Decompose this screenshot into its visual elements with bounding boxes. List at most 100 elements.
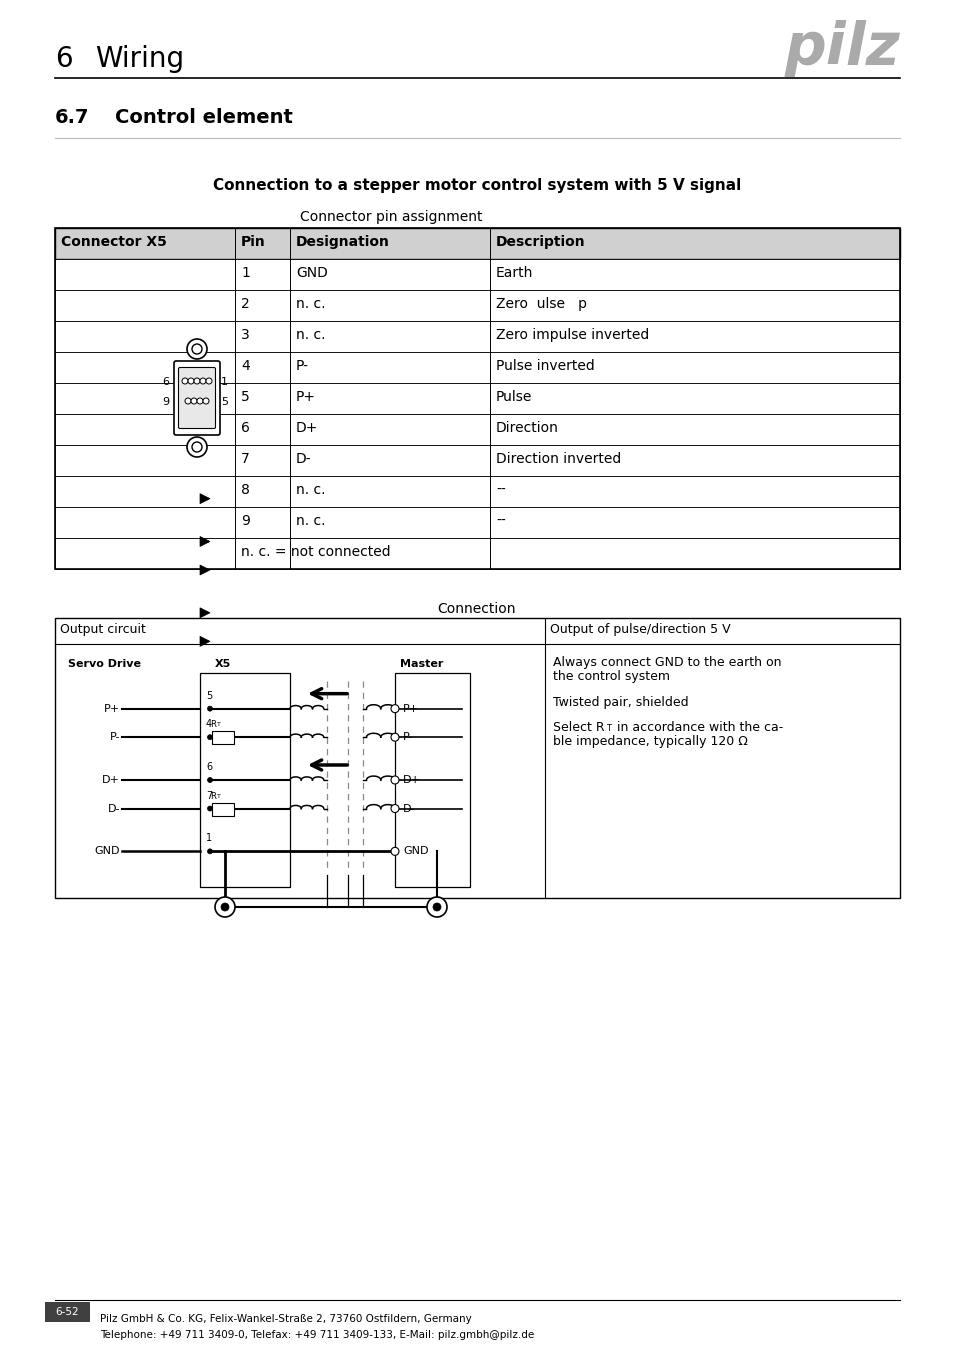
Text: P+: P+ <box>104 703 120 714</box>
Text: D+: D+ <box>295 421 318 435</box>
Text: Direction inverted: Direction inverted <box>496 452 620 466</box>
Text: GND: GND <box>295 266 328 279</box>
Polygon shape <box>200 566 210 575</box>
Bar <box>55 352 899 383</box>
Text: Earth: Earth <box>496 266 533 279</box>
Bar <box>55 228 899 259</box>
Text: 9: 9 <box>162 397 169 406</box>
Text: Pulse: Pulse <box>496 390 532 404</box>
Text: Direction: Direction <box>496 421 558 435</box>
Text: Select R: Select R <box>553 721 604 734</box>
Text: Connection: Connection <box>437 602 516 616</box>
Text: Connector X5: Connector X5 <box>61 235 167 248</box>
Bar <box>55 228 899 568</box>
Text: Servo Drive: Servo Drive <box>68 659 141 670</box>
Bar <box>55 618 899 898</box>
Circle shape <box>192 441 202 452</box>
Polygon shape <box>200 608 210 618</box>
Bar <box>55 290 899 321</box>
Text: GND: GND <box>402 846 428 856</box>
Text: 6: 6 <box>162 377 169 387</box>
Text: D-: D- <box>108 803 120 814</box>
Text: 6: 6 <box>55 45 72 73</box>
Text: Description: Description <box>496 235 585 248</box>
Text: 5: 5 <box>221 397 228 406</box>
Circle shape <box>203 398 209 404</box>
Text: Control element: Control element <box>115 108 293 127</box>
Text: P-: P- <box>402 732 413 742</box>
FancyBboxPatch shape <box>173 360 220 435</box>
Text: Pin: Pin <box>241 235 266 248</box>
Text: pilz: pilz <box>783 20 899 77</box>
Text: P-: P- <box>110 732 120 742</box>
Bar <box>55 446 899 477</box>
Text: Telephone: +49 711 3409-0, Telefax: +49 711 3409-133, E-Mail: pilz.gmbh@pilz.de: Telephone: +49 711 3409-0, Telefax: +49 … <box>100 1330 534 1341</box>
Text: Pilz GmbH & Co. KG, Felix-Wankel-Straße 2, 73760 Ostfildern, Germany: Pilz GmbH & Co. KG, Felix-Wankel-Straße … <box>100 1314 471 1324</box>
Text: 1: 1 <box>221 377 228 387</box>
Circle shape <box>391 705 398 713</box>
Text: the control system: the control system <box>553 670 669 683</box>
Circle shape <box>191 398 196 404</box>
Text: Output of pulse/direction 5 V: Output of pulse/direction 5 V <box>550 622 730 636</box>
Circle shape <box>196 398 203 404</box>
Polygon shape <box>200 636 210 647</box>
Text: n. c. = not connected: n. c. = not connected <box>241 545 390 559</box>
Text: --: -- <box>496 483 505 497</box>
Bar <box>200 674 290 887</box>
Text: --: -- <box>496 514 505 528</box>
Circle shape <box>185 398 191 404</box>
Text: Designation: Designation <box>295 235 390 248</box>
Text: 6.7: 6.7 <box>55 108 90 127</box>
Text: Master: Master <box>399 659 443 670</box>
Circle shape <box>391 805 398 813</box>
Text: Zero  ulse   p: Zero ulse p <box>496 297 586 310</box>
Bar <box>212 732 233 744</box>
Circle shape <box>200 378 206 383</box>
Circle shape <box>188 378 193 383</box>
Circle shape <box>214 896 234 917</box>
Circle shape <box>208 806 213 811</box>
Text: 4: 4 <box>206 720 212 729</box>
Circle shape <box>391 848 398 856</box>
Text: 7: 7 <box>241 452 250 466</box>
Polygon shape <box>200 536 210 547</box>
Circle shape <box>208 849 213 853</box>
Bar <box>395 674 470 887</box>
Text: 6: 6 <box>206 761 212 772</box>
Text: 5: 5 <box>241 390 250 404</box>
Text: 2: 2 <box>241 297 250 310</box>
Text: 6: 6 <box>241 421 250 435</box>
Text: T: T <box>216 722 221 728</box>
Text: n. c.: n. c. <box>295 328 325 342</box>
Text: 7: 7 <box>206 791 212 801</box>
Text: T: T <box>605 724 610 733</box>
Text: 4: 4 <box>241 359 250 373</box>
Text: Connection to a stepper motor control system with 5 V signal: Connection to a stepper motor control sy… <box>213 178 740 193</box>
Text: Wiring: Wiring <box>95 45 184 73</box>
Circle shape <box>208 706 213 711</box>
Text: Connector pin assignment: Connector pin assignment <box>299 211 482 224</box>
Circle shape <box>427 896 447 917</box>
Bar <box>55 477 899 508</box>
Bar <box>55 414 899 446</box>
Bar <box>55 321 899 352</box>
Text: in accordance with the ca-: in accordance with the ca- <box>613 721 782 734</box>
Text: Pulse inverted: Pulse inverted <box>496 359 594 373</box>
Text: 1: 1 <box>206 833 212 844</box>
Text: 3: 3 <box>241 328 250 342</box>
Text: 6-52: 6-52 <box>55 1307 79 1318</box>
Text: R: R <box>210 791 215 801</box>
Text: T: T <box>216 794 221 799</box>
Text: n. c.: n. c. <box>295 297 325 310</box>
Text: 8: 8 <box>241 483 250 497</box>
Text: Output circuit: Output circuit <box>60 622 146 636</box>
Text: Zero impulse inverted: Zero impulse inverted <box>496 328 649 342</box>
Text: R: R <box>210 720 215 729</box>
Text: D-: D- <box>295 452 312 466</box>
Circle shape <box>208 734 213 740</box>
Text: Always connect GND to the earth on: Always connect GND to the earth on <box>553 656 781 670</box>
Text: D-: D- <box>402 803 416 814</box>
Circle shape <box>433 903 440 911</box>
Circle shape <box>391 733 398 741</box>
Text: P+: P+ <box>402 703 418 714</box>
